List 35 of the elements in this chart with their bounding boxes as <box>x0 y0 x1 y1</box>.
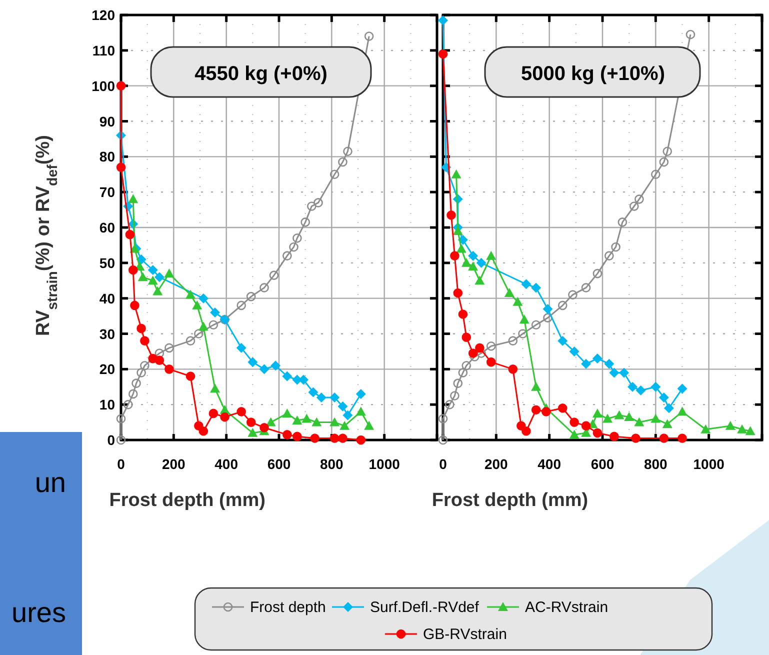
text: 4550 kg (+0%) <box>194 63 328 85</box>
y-tick-label: 20 <box>99 361 116 378</box>
y-tick-label: 110 <box>92 42 116 58</box>
legend-label: Surf.Defl.-RVdef <box>370 599 480 616</box>
x-tick-label: 400 <box>214 456 238 472</box>
x-tick-label: 200 <box>162 456 186 472</box>
x-tick-label: 800 <box>644 456 668 472</box>
legend-label: Frost depth <box>250 599 326 616</box>
x-axis-title: Frost depth (mm) <box>109 490 266 511</box>
x-tick-label: 1000 <box>693 456 725 472</box>
x-tick-label: 200 <box>484 456 508 472</box>
y-tick-label: 80 <box>99 148 116 165</box>
x-tick-label: 600 <box>590 456 614 472</box>
x-tick-label: 0 <box>439 456 448 472</box>
y-tick-label: 90 <box>99 113 116 130</box>
x-tick-label: 800 <box>320 456 344 472</box>
y-tick-label: 0 <box>107 432 116 448</box>
x-tick-label: 1000 <box>368 456 400 472</box>
y-tick-label: 10 <box>99 396 116 413</box>
y-tick-label: 120 <box>92 7 116 23</box>
legend-label: AC-RVstrain <box>525 599 608 616</box>
y-tick-label: 60 <box>99 220 116 236</box>
y-tick-label: 40 <box>99 290 116 306</box>
text: un <box>34 467 66 498</box>
y-tick-label: 70 <box>99 184 116 200</box>
y-tick-label: 100 <box>92 78 116 94</box>
x-axis-title: Frost depth (mm) <box>432 490 588 511</box>
y-tick-label: 30 <box>99 326 116 342</box>
text: 5000 kg (+10%) <box>521 63 665 85</box>
x-tick-label: 600 <box>267 456 291 472</box>
x-tick-label: 400 <box>538 456 562 472</box>
y-tick-label: 50 <box>99 254 116 271</box>
legend-label: GB-RVstrain <box>423 626 507 643</box>
text: ures <box>12 597 66 628</box>
x-tick-label: 0 <box>117 456 126 472</box>
